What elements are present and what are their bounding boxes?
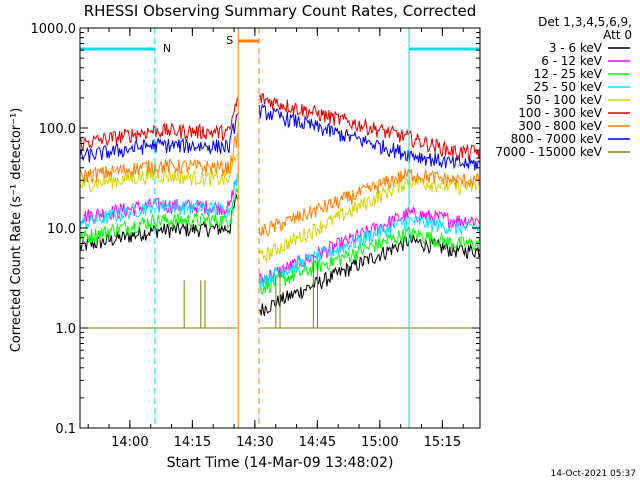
x-tick-label-1: 14:15 xyxy=(174,435,211,450)
y-axis-label: Corrected Count Rate (s⁻¹ detector⁻¹) xyxy=(9,108,24,353)
x-tick-label-0: 14:00 xyxy=(111,435,148,450)
y-tick-label-1: 1.0 xyxy=(55,322,76,337)
legend-label-1: 6 - 12 keV xyxy=(541,54,603,68)
legend-label-5: 100 - 300 keV xyxy=(518,106,602,120)
flag-label-s: S xyxy=(226,34,233,47)
series-line-7-1 xyxy=(258,103,481,171)
series-line-3-0 xyxy=(79,173,238,232)
legend-label-3: 25 - 50 keV xyxy=(534,80,603,94)
y-tick-label-4: 1000.0 xyxy=(31,22,77,37)
series-layer xyxy=(79,92,481,329)
footer-timestamp: 14-Oct-2021 05:37 xyxy=(551,469,636,479)
series-line-4-1 xyxy=(258,175,481,263)
legend-label-4: 50 - 100 keV xyxy=(526,93,603,107)
legend-label-7: 800 - 7000 keV xyxy=(511,132,603,146)
x-axis-label: Start Time (14-Mar-09 13:48:02) xyxy=(167,455,394,471)
x-tick-label-5: 15:15 xyxy=(424,435,461,450)
x-tick-label-4: 15:00 xyxy=(361,435,398,450)
legend-label-2: 12 - 25 keV xyxy=(534,67,603,81)
series-line-2-1 xyxy=(258,225,481,296)
legend-label-0: 3 - 6 keV xyxy=(549,41,603,55)
y-tick-label-3: 100.0 xyxy=(39,122,76,137)
series-line-0-1 xyxy=(258,234,481,317)
legend-label-6: 300 - 800 keV xyxy=(518,119,602,133)
chart-title: RHESSI Observing Summary Count Rates, Co… xyxy=(84,2,477,20)
series-line-2-0 xyxy=(79,187,238,244)
series-line-7-0 xyxy=(79,113,238,163)
legend-header-1: Det 1,3,4,5,6,9, xyxy=(538,15,632,29)
series-line-3-1 xyxy=(258,213,481,289)
y-tick-label-0: 0.1 xyxy=(55,422,76,437)
y-tick-label-2: 10.0 xyxy=(47,222,76,237)
series-line-4-0 xyxy=(79,154,238,193)
axis-layer: 0.1 1.0 10.0 100.0 1000.0 14:00 14:15 14:30 14:4… xyxy=(31,22,480,450)
series-line-0-0 xyxy=(79,193,238,251)
x-tick-label-3: 14:45 xyxy=(299,435,336,450)
legend-label-8: 7000 - 15000 keV xyxy=(495,145,602,159)
series-line-5-0 xyxy=(79,97,238,152)
series-line-5-1 xyxy=(258,92,481,161)
series-line-6-1 xyxy=(258,168,481,237)
legend-header-2: Att 0 xyxy=(603,28,632,42)
series-line-6-0 xyxy=(79,132,238,185)
x-tick-label-2: 14:30 xyxy=(236,435,273,450)
flag-label-n: N xyxy=(163,42,171,55)
